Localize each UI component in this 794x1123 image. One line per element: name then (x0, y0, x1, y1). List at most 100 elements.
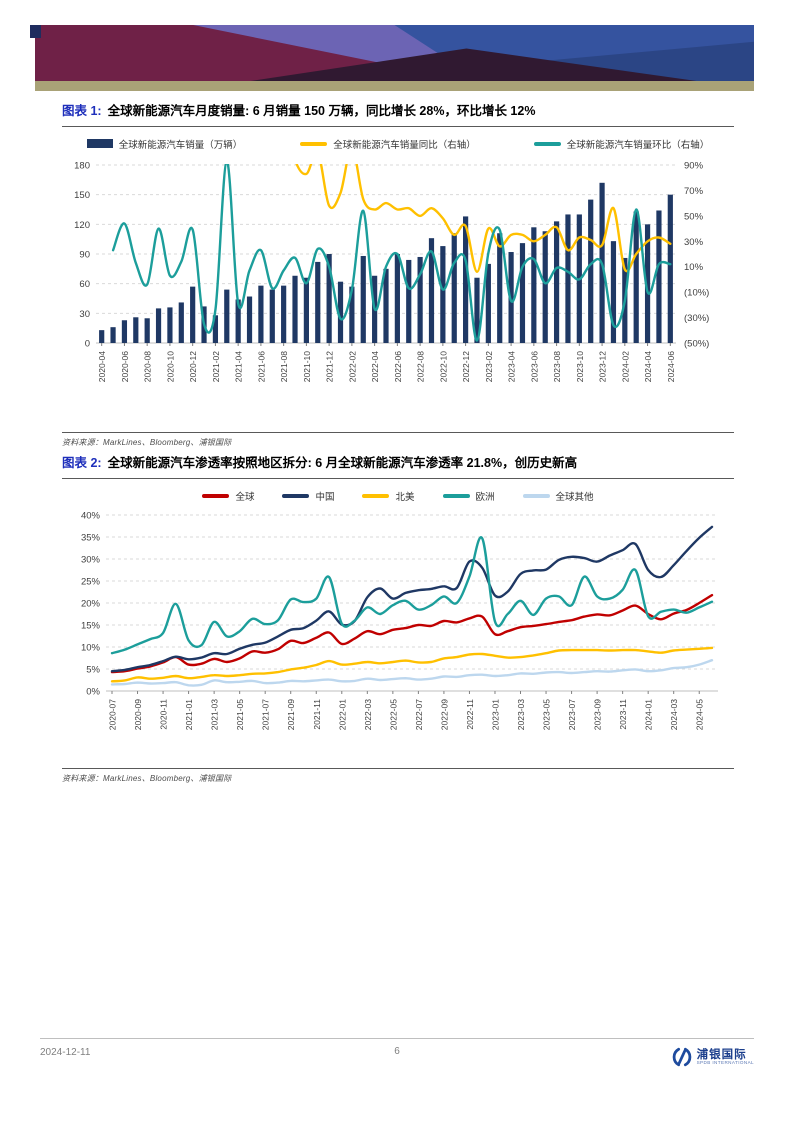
svg-text:2024-02: 2024-02 (620, 351, 630, 382)
banner-olive-strip (35, 81, 754, 91)
header-banner-graphic (30, 25, 754, 91)
svg-text:2023-04: 2023-04 (507, 351, 517, 382)
legend-swatch (202, 494, 230, 498)
svg-text:2022-08: 2022-08 (416, 351, 426, 382)
svg-text:0: 0 (85, 338, 90, 349)
svg-text:10%: 10% (684, 262, 704, 273)
svg-text:15%: 15% (81, 620, 101, 631)
svg-text:2021-04: 2021-04 (234, 351, 244, 382)
svg-text:2021-05: 2021-05 (235, 699, 245, 730)
svg-text:2023-10: 2023-10 (575, 351, 585, 382)
chart1-legend: 全球新能源汽车销量（万辆） 全球新能源汽车销量同比（右轴） 全球新能源汽车销量环比（… (62, 137, 734, 151)
svg-text:2021-07: 2021-07 (261, 699, 271, 730)
svg-text:2023-06: 2023-06 (529, 351, 539, 382)
figure1-label: 图表 1: (62, 104, 102, 118)
svg-text:2024-01: 2024-01 (644, 699, 654, 730)
svg-text:2020-10: 2020-10 (165, 351, 175, 382)
svg-text:2023-02: 2023-02 (484, 351, 494, 382)
figure2-title-row: 图表 2: 全球新能源汽车渗透率按照地区拆分: 6 月全球新能源汽车渗透率 21.… (62, 455, 734, 472)
divider (62, 125, 734, 127)
divider (62, 767, 734, 769)
footer-divider (40, 1038, 754, 1039)
svg-text:2021-01: 2021-01 (184, 699, 194, 730)
legend-label: 欧洲 (475, 491, 495, 503)
svg-text:20%: 20% (81, 598, 101, 609)
svg-text:2021-12: 2021-12 (325, 351, 335, 382)
svg-text:2022-10: 2022-10 (438, 351, 448, 382)
legend-label: 北美 (395, 491, 415, 503)
svg-text:2022-05: 2022-05 (388, 699, 398, 730)
legend-swatch (522, 494, 550, 498)
svg-text:(30%): (30%) (684, 313, 709, 324)
divider (62, 431, 734, 433)
svg-text:2022-04: 2022-04 (370, 351, 380, 382)
footer-page-number: 6 (394, 1046, 400, 1057)
figure1-source: 资料来源：MarkLines、Bloomberg、浦银国际 (62, 437, 232, 447)
svg-text:2021-09: 2021-09 (286, 699, 296, 730)
divider (62, 477, 734, 479)
svg-text:2020-09: 2020-09 (133, 699, 143, 730)
svg-text:2020-11: 2020-11 (159, 699, 169, 730)
legend-label: 全球新能源汽车销量同比（右轴） (333, 139, 476, 151)
svg-text:2022-02: 2022-02 (347, 351, 357, 382)
svg-text:2022-01: 2022-01 (337, 699, 347, 730)
svg-text:2021-11: 2021-11 (312, 699, 322, 730)
svg-text:2023-08: 2023-08 (552, 351, 562, 382)
figure2-source: 资料来源：MarkLines、Bloomberg、浦银国际 (62, 773, 232, 783)
figure2-title: 全球新能源汽车渗透率按照地区拆分: 6 月全球新能源汽车渗透率 21.8%，创历… (107, 456, 578, 470)
legend-item-1: 中国 (282, 489, 334, 503)
svg-text:2021-08: 2021-08 (279, 351, 289, 382)
legend-item-3: 欧洲 (442, 489, 495, 503)
svg-text:2022-03: 2022-03 (363, 699, 373, 730)
legend-swatch (300, 142, 328, 146)
svg-text:2023-03: 2023-03 (516, 699, 526, 730)
svg-text:2023-05: 2023-05 (542, 699, 552, 730)
banner-art (35, 25, 754, 81)
svg-text:2020-12: 2020-12 (188, 351, 198, 382)
legend-swatch (362, 494, 390, 498)
svg-text:2020-08: 2020-08 (143, 351, 153, 382)
svg-text:2022-07: 2022-07 (414, 699, 424, 730)
svg-text:60: 60 (79, 279, 90, 290)
brand-logo-icon (672, 1047, 691, 1067)
brand-logo-subtext: SPDB INTERNATIONAL (696, 1059, 754, 1065)
chart1-canvas: 0 30 60 90 120 150 180 90% 70% 50% 30% 10% (10%) (30%… (62, 153, 734, 426)
svg-text:2022-12: 2022-12 (461, 351, 471, 382)
svg-text:35%: 35% (81, 532, 101, 543)
legend-label: 全球新能源汽车销量（万辆） (118, 139, 243, 151)
figure2: 图表 2: 全球新能源汽车渗透率按照地区拆分: 6 月全球新能源汽车渗透率 21.… (62, 455, 734, 784)
figure2-label: 图表 2: (62, 456, 102, 470)
svg-text:2023-12: 2023-12 (598, 351, 608, 382)
figure1-title: 全球新能源汽车月度销量: 6 月销量 150 万辆，同比增长 28%，环比增长 … (107, 104, 536, 118)
svg-text:(10%): (10%) (684, 288, 709, 299)
legend-item-0: 全球 (202, 489, 254, 503)
svg-text:2022-09: 2022-09 (439, 699, 449, 730)
chart2-canvas: 0% 5% 10% 15% 20% 25% 30% 35% 40% 2020-07 2020-09 2… (62, 505, 734, 762)
svg-text:10%: 10% (81, 642, 101, 653)
svg-text:2022-06: 2022-06 (393, 351, 403, 382)
brand-logo: 浦银国际 SPDB INTERNATIONAL (672, 1047, 754, 1067)
legend-item-1: 全球新能源汽车销量同比（右轴） (300, 137, 476, 151)
svg-text:50%: 50% (684, 211, 704, 222)
legend-item-0: 全球新能源汽车销量（万辆） (86, 137, 243, 151)
page-footer: 2024-12-11 6 浦银国际 SPDB INTERNATIONAL (40, 1038, 754, 1067)
svg-text:2024-04: 2024-04 (643, 351, 653, 382)
svg-text:30%: 30% (81, 554, 101, 565)
svg-text:2024-03: 2024-03 (669, 699, 679, 730)
svg-text:2023-09: 2023-09 (593, 699, 603, 730)
legend-item-4: 全球其他 (522, 489, 594, 503)
legend-swatch (533, 142, 561, 146)
svg-text:2022-11: 2022-11 (465, 699, 475, 730)
legend-label: 中国 (315, 491, 335, 503)
svg-text:2021-10: 2021-10 (302, 351, 312, 382)
svg-text:2024-05: 2024-05 (695, 699, 705, 730)
legend-label: 全球其他 (555, 491, 594, 503)
svg-text:2020-06: 2020-06 (120, 351, 130, 382)
svg-text:90%: 90% (684, 160, 704, 171)
legend-item-2: 北美 (362, 489, 415, 503)
svg-text:0%: 0% (86, 686, 100, 697)
chart2-legend: 全球 中国 北美 欧洲 全球其他 (62, 489, 734, 503)
svg-text:30%: 30% (684, 237, 704, 248)
svg-text:120: 120 (74, 220, 90, 231)
